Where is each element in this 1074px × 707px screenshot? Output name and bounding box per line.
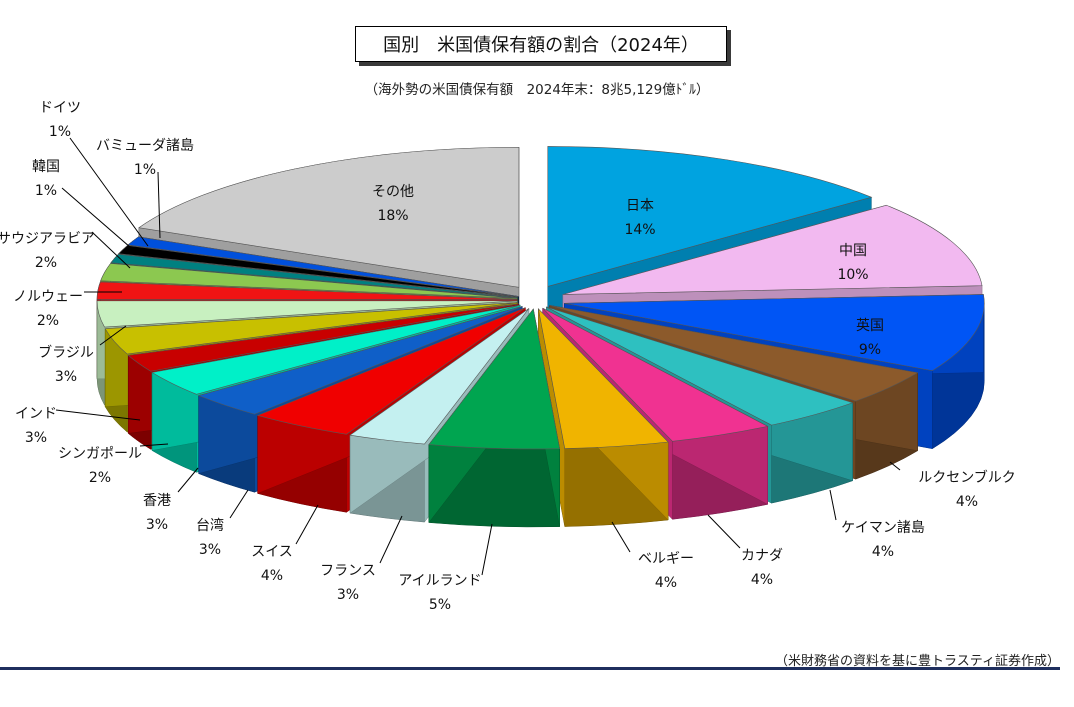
pie-slice-3 bbox=[549, 304, 919, 402]
slice-label: ベルギー bbox=[638, 551, 694, 567]
slice-labels: 日本 14% 中国 10% 英国 9% ルクセンブルク 4% ケイマン諸島 4% カナダ 4% ベルギー… bbox=[0, 100, 1016, 613]
slice-label: シンガポール bbox=[58, 446, 142, 462]
pie-slice-17 bbox=[110, 253, 518, 298]
slice-value-label: 5% bbox=[429, 597, 451, 613]
pie-slice-1 bbox=[562, 204, 983, 295]
leader-line bbox=[229, 489, 249, 519]
slice-label: アイルランド bbox=[398, 573, 481, 589]
slice-value-label: 2% bbox=[35, 255, 57, 271]
leader-line bbox=[379, 515, 403, 564]
slice-value-label: 1% bbox=[134, 162, 156, 178]
slice-label: ケイマン諸島 bbox=[841, 520, 925, 536]
slice-label: スイス bbox=[251, 544, 293, 560]
leader-line bbox=[91, 231, 131, 269]
slice-value-label: 10% bbox=[837, 267, 868, 283]
leader-line bbox=[139, 443, 169, 447]
slice-label: インド bbox=[15, 406, 57, 422]
slice-label: ブラジル bbox=[38, 344, 94, 361]
slice-label: その他 bbox=[372, 184, 414, 200]
leader-line bbox=[707, 514, 741, 549]
leader-line bbox=[69, 137, 149, 247]
pie-slice-2 bbox=[564, 294, 985, 372]
slice-value-label: 4% bbox=[956, 494, 978, 510]
slice-label: 香港 bbox=[143, 493, 171, 509]
slice-value-label: 4% bbox=[872, 544, 894, 560]
slice-label: ドイツ bbox=[39, 100, 81, 116]
slice-value-label: 18% bbox=[377, 208, 408, 224]
pie-slice-10 bbox=[197, 306, 523, 415]
leader-line bbox=[99, 325, 127, 346]
slice-label: 日本 bbox=[626, 198, 654, 214]
pie-slice-6 bbox=[537, 307, 669, 449]
slice-tops bbox=[96, 146, 985, 450]
leader-line bbox=[157, 171, 161, 239]
pie-slice-20 bbox=[138, 147, 520, 288]
leader-line bbox=[611, 521, 631, 553]
chart-title: 国別 米国債保有額の割合（2024年） bbox=[355, 26, 727, 62]
slice-value-label: 3% bbox=[55, 369, 77, 385]
leader-line bbox=[889, 461, 901, 471]
pie-slice-7 bbox=[428, 308, 561, 450]
slice-value-label: 3% bbox=[146, 517, 168, 533]
pie-slice-5 bbox=[542, 307, 769, 442]
slice-label: 台湾 bbox=[196, 517, 224, 534]
pie-slice-11 bbox=[151, 304, 521, 395]
slice-label: サウジアラビア bbox=[0, 231, 95, 247]
slice-value-label: 4% bbox=[655, 575, 677, 591]
leader-lines bbox=[55, 137, 901, 576]
slice-value-label: 2% bbox=[89, 470, 111, 486]
slice-value-label: 1% bbox=[35, 183, 57, 199]
slice-value-label: 4% bbox=[751, 572, 773, 588]
pie-slice-14 bbox=[96, 300, 518, 328]
leader-line bbox=[177, 467, 199, 493]
pie-slice-12 bbox=[127, 303, 519, 372]
pie-slice-4 bbox=[546, 306, 854, 426]
pie-slice-8 bbox=[349, 308, 530, 445]
slice-value-label: 3% bbox=[25, 430, 47, 446]
slice-label: ノルウェー bbox=[13, 289, 83, 305]
leader-line bbox=[61, 187, 139, 255]
pie-slice-13 bbox=[104, 302, 518, 355]
leader-line bbox=[295, 504, 319, 545]
pie-slice-9 bbox=[256, 307, 526, 435]
slice-label: ルクセンブルク bbox=[918, 469, 1016, 486]
leader-line bbox=[481, 523, 493, 576]
pie-slice-15 bbox=[96, 281, 518, 300]
slice-value-label: 4% bbox=[261, 568, 283, 584]
slice-label: バミューダ諸島 bbox=[96, 138, 194, 154]
slice-label: フランス bbox=[320, 563, 376, 579]
leader-line bbox=[829, 489, 837, 521]
slice-label: カナダ bbox=[741, 548, 783, 564]
slice-value-label: 9% bbox=[859, 342, 881, 358]
slice-value-label: 3% bbox=[199, 542, 221, 558]
slice-label: 中国 bbox=[839, 243, 867, 259]
pie-slice-16 bbox=[100, 263, 518, 299]
slice-value-label: 2% bbox=[37, 313, 59, 329]
chart-subtitle: （海外勢の米国債保有額 2024年末：8兆5,129億ﾄﾞﾙ） bbox=[364, 82, 710, 98]
bottom-rule bbox=[0, 667, 1060, 670]
slice-label: 韓国 bbox=[32, 159, 60, 175]
slice-label: 英国 bbox=[856, 317, 884, 334]
slice-value-label: 1% bbox=[49, 124, 71, 140]
slice-value-label: 14% bbox=[624, 222, 655, 238]
leader-line bbox=[55, 409, 141, 421]
pie-slice-0 bbox=[547, 146, 873, 287]
source-note: （米財務省の資料を基に豊トラスティ証券作成） bbox=[775, 654, 1060, 669]
slice-value-label: 3% bbox=[337, 587, 359, 603]
